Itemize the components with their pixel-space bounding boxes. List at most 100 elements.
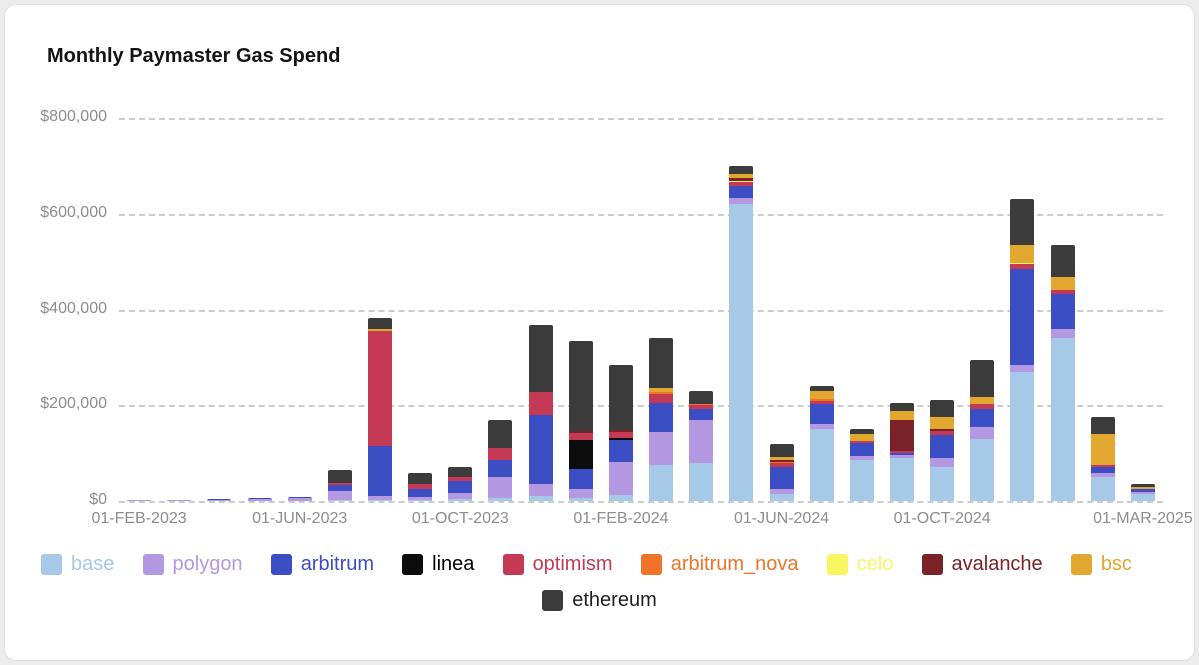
bar-segment-optimism [970,403,995,409]
bar-segment-arbitrum_nova [689,403,714,405]
x-axis-label: 01-OCT-2024 [893,510,991,527]
legend-label: bsc [1100,553,1132,575]
bar-segment-base [729,204,754,501]
bar-apr-2024 [689,390,714,501]
legend-item-ethereum[interactable]: ethereum [542,589,657,612]
bar-segment-bsc [930,417,955,429]
bar-may-2023 [247,498,272,501]
legend-swatch-polygon [142,554,164,575]
bar-segment-polygon [207,499,232,501]
bar-segment-ethereum [568,340,593,431]
legend-item-avalanche[interactable]: avalanche [921,553,1043,576]
bar-may-2024 [729,165,754,501]
bar-feb-2023 [127,500,152,501]
bar-segment-arbitrum [528,414,553,485]
legend-swatch-optimism [502,554,524,575]
bar-sep-2024 [890,402,914,501]
legend-item-arbitrum[interactable]: arbitrum [270,553,374,576]
bar-segment-polygon [327,490,352,501]
bar-segment-ethereum [649,338,674,389]
bar-segment-ethereum [1010,199,1035,246]
bar-segment-bsc [849,433,874,441]
bar-segment-arbitrum [729,186,754,199]
legend-item-optimism[interactable]: optimism [502,553,613,576]
bar-segment-arbitrum_nova [769,462,794,464]
bar-segment-ethereum [689,390,714,404]
bar-segment-linea [608,438,633,441]
bar-segment-ethereum [970,359,995,398]
legend-item-celo[interactable]: celo [826,553,894,576]
legend-label: avalanche [951,553,1043,575]
bar-segment-polygon [849,456,874,461]
bar-segment-optimism [890,451,914,453]
bar-segment-ethereum [1050,244,1075,278]
bar-segment-polygon [608,461,633,496]
legend-item-polygon[interactable]: polygon [142,553,243,576]
bar-segment-polygon [890,455,914,458]
x-axis-label: 01-FEB-2024 [573,510,669,527]
bar-segment-base [1050,338,1075,501]
bar-segment-ethereum [327,469,352,483]
legend-label: celo [856,553,894,575]
legend-swatch-linea [402,554,424,575]
bar-segment-bsc [649,388,674,393]
bar-segment-polygon [970,426,995,439]
gridline [119,405,1163,408]
bar-segment-base [890,457,914,501]
bar-apr-2023 [207,499,232,501]
bar-segment-optimism [368,331,392,446]
legend-swatch-bsc [1070,554,1092,575]
bar-segment-optimism [327,482,352,486]
bar-segment-arbitrum [488,459,513,477]
gridline [119,213,1163,216]
bar-jul-2024 [809,386,834,501]
bar-segment-polygon [809,424,834,430]
bar-segment-base [849,460,874,501]
bar-segment-polygon [287,498,312,501]
bar-segment-ethereum [1130,484,1155,487]
bar-segment-base [1010,371,1035,501]
bar-segment-ethereum [849,429,874,434]
bar-sep-2023 [408,473,433,501]
bar-segment-ethereum [1090,417,1115,435]
bar-segment-ethereum [930,400,955,418]
bar-segment-avalanche [890,420,914,452]
legend-swatch-arbitrum [270,554,292,575]
bar-feb-2024 [608,364,633,501]
bar-jun-2024 [769,443,794,501]
plot-area: $0 $200,000 $400,000 $600,000 $800,000 01-FEB… [5,5,1194,660]
bar-segment-optimism [849,440,874,444]
x-axis-label: 01-JUN-2024 [733,510,830,527]
bar-segment-ethereum [809,386,834,391]
y-axis-label: $600,000 [40,203,107,221]
bar-segment-polygon [1050,328,1075,339]
legend-item-linea[interactable]: linea [402,553,474,576]
bar-segment-arbitrum [1050,294,1075,329]
bar-segment-celo [729,180,754,182]
y-axis-label: $200,000 [40,395,107,413]
legend-item-base[interactable]: base [41,553,114,576]
bar-aug-2024 [849,429,874,501]
bar-segment-arbitrum [568,469,593,489]
legend-item-bsc[interactable]: bsc [1070,553,1132,576]
y-axis-label: $400,000 [40,299,107,317]
bar-segment-optimism [608,431,633,439]
bar-mar-2025 [1130,484,1155,501]
bar-segment-base [528,496,553,501]
bar-segment-optimism [528,391,553,415]
bar-segment-polygon [528,484,553,497]
bar-segment-arbitrum [970,408,995,427]
legend-swatch-arbitrum_nova [640,554,662,575]
gridline [119,501,1163,503]
bar-segment-polygon [368,496,392,500]
bar-segment-polygon [488,476,513,499]
bar-segment-polygon [568,488,593,499]
bar-segment-base [1090,477,1115,501]
legend-swatch-avalanche [921,554,943,575]
legend-label: linea [432,553,475,575]
bar-segment-arbitrum [408,488,433,498]
bar-segment-optimism [689,404,714,410]
bar-segment-optimism [1130,488,1155,490]
legend-item-arbitrum_nova[interactable]: arbitrum_nova [640,553,799,576]
bar-segment-polygon [649,431,674,466]
